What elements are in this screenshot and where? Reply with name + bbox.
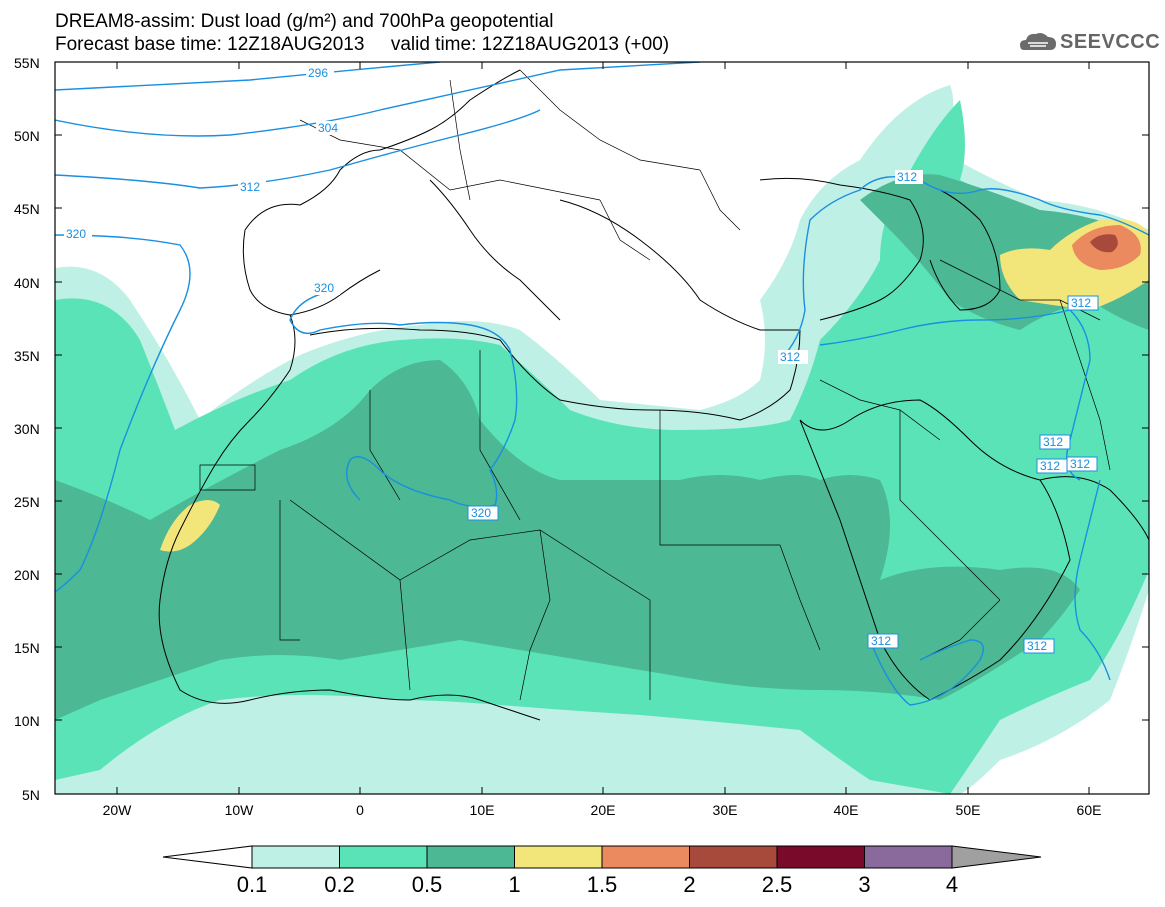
colorbar-label: 4 — [946, 872, 958, 897]
lon-label: 20W — [103, 802, 133, 818]
colorbar-segment — [951, 845, 1042, 869]
lon-ticks — [116, 62, 1090, 794]
contour-label: 320 — [471, 506, 491, 520]
coastlines — [158, 69, 1149, 721]
contour-label: 312 — [1040, 459, 1060, 473]
contour-label: 312 — [897, 170, 917, 184]
colorbar-segment — [514, 845, 603, 869]
contour-296 — [55, 62, 441, 91]
colorbar-segment — [864, 845, 953, 869]
contour-label: 304 — [318, 121, 338, 135]
colorbar-label: 0.5 — [412, 872, 443, 897]
colorbar-segment — [426, 845, 515, 869]
contour-320-mid — [289, 289, 518, 508]
colorbar-labels: 0.1 0.2 0.5 1 1.5 2 2.5 3 4 — [237, 872, 958, 897]
lat-label: 50N — [14, 128, 40, 144]
lat-label: 30N — [14, 421, 40, 437]
contour-label: 312 — [1070, 457, 1090, 471]
contour-304 — [55, 62, 701, 137]
lon-label: 60E — [1077, 802, 1102, 818]
lat-label: 20N — [14, 567, 40, 583]
contour-label: 312 — [1043, 435, 1063, 449]
contour-label: 312 — [240, 180, 260, 194]
contour-label-group: 296 304 312 320 320 320 312 312 312 312 … — [64, 66, 1099, 654]
lon-axis: 20W 10W 0 10E 20E 30E 40E 50E 60E — [103, 802, 1102, 818]
contour-312-south — [869, 639, 984, 706]
contour-312-mideast — [819, 309, 1091, 481]
colorbar-segment — [162, 845, 253, 869]
lat-label: 55N — [14, 55, 40, 71]
dust-fields — [55, 85, 1149, 794]
lat-label: 35N — [14, 348, 40, 364]
lon-label: 20E — [591, 802, 616, 818]
lat-label: 45N — [14, 201, 40, 217]
contour-label: 320 — [66, 227, 86, 241]
contour-312-arabian — [1074, 479, 1111, 681]
lon-label: 0 — [356, 802, 364, 818]
lon-label: 40E — [834, 802, 859, 818]
lat-label: 15N — [14, 640, 40, 656]
colorbar-segment — [601, 845, 690, 869]
contour-label: 312 — [1027, 639, 1047, 653]
lat-axis: 55N 50N 45N 40N 35N 30N 25N 20N 15N 10N … — [14, 55, 40, 803]
colorbar-label: 3 — [858, 872, 870, 897]
lon-label: 30E — [713, 802, 738, 818]
contour-320-west — [55, 234, 191, 593]
dust-band-2 — [1090, 234, 1118, 253]
colorbar-label: 1.5 — [587, 872, 618, 897]
colorbar-label: 2 — [683, 872, 695, 897]
colorbar-segment — [339, 845, 428, 869]
colorbar-label: 1 — [508, 872, 520, 897]
colorbar-segment — [251, 845, 340, 869]
dust-band-0.5 — [55, 360, 1080, 720]
map-title-line2: Forecast base time: 12Z18AUG2013 valid t… — [55, 34, 670, 55]
lat-ticks — [55, 134, 1149, 721]
contour-label: 312 — [871, 634, 891, 648]
dust-band-1-africa — [160, 500, 220, 552]
colorbar-label: 0.2 — [324, 872, 355, 897]
contour-312-north — [55, 109, 541, 189]
contour-label: 312 — [780, 350, 800, 364]
colorbar-segment — [689, 845, 778, 869]
colorbar-label: 2.5 — [762, 872, 793, 897]
lat-label: 40N — [14, 275, 40, 291]
colorbar-label: 0.1 — [237, 872, 268, 897]
colorbar-segment — [776, 845, 865, 869]
contour-label: 312 — [1071, 296, 1091, 310]
contour-label: 320 — [314, 281, 334, 295]
lon-label: 50E — [956, 802, 981, 818]
geopotential-contours — [55, 62, 1149, 706]
lat-label: 10N — [14, 713, 40, 729]
lat-label: 5N — [22, 787, 40, 803]
lat-label: 25N — [14, 494, 40, 510]
colorbar — [162, 845, 1042, 869]
lon-label: 10W — [225, 802, 255, 818]
map-title-line1: DREAM8-assim: Dust load (g/m²) and 700hP… — [55, 11, 554, 32]
logo-wordmark: SEEVCCC — [1060, 31, 1161, 53]
lon-label: 10E — [470, 802, 495, 818]
contour-label: 296 — [308, 66, 328, 80]
cloud-logo-icon — [1020, 33, 1056, 50]
